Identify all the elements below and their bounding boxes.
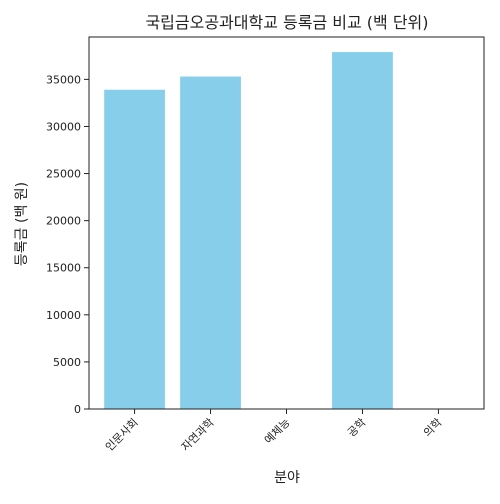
y-axis-label: 등록금 (백 원) [14, 182, 30, 266]
y-tick-label-0: 0 [74, 403, 81, 416]
y-tick-label-1: 5000 [53, 356, 81, 369]
x-tick-label-3: 공학 [345, 416, 369, 440]
plot-frame [88, 36, 485, 410]
y-tick-label-5: 25000 [46, 168, 81, 181]
bar-0 [104, 89, 165, 410]
y-tick-label-2: 10000 [46, 309, 81, 322]
y-tick-label-4: 20000 [46, 215, 81, 228]
bar-3 [332, 52, 393, 409]
bar-1 [180, 76, 241, 410]
x-tick-label-1: 자연과학 [179, 416, 217, 454]
x-axis-label: 분야 [274, 470, 300, 486]
chart-title: 국립금오공과대학교 등록금 비교 (백 단위) [145, 13, 428, 32]
x-tick-label-4: 의학 [421, 416, 445, 440]
x-tick-label-0: 인문사회 [103, 416, 141, 454]
y-tick-label-7: 35000 [46, 73, 81, 86]
y-tick-label-3: 15000 [46, 262, 81, 275]
plot-area: 인문사회 자연과학 예체능 공학 의학 0 5000 10000 15000 20000 25000… [46, 36, 485, 454]
y-tick-label-6: 30000 [46, 120, 81, 133]
x-tick-label-2: 예체능 [262, 416, 293, 447]
